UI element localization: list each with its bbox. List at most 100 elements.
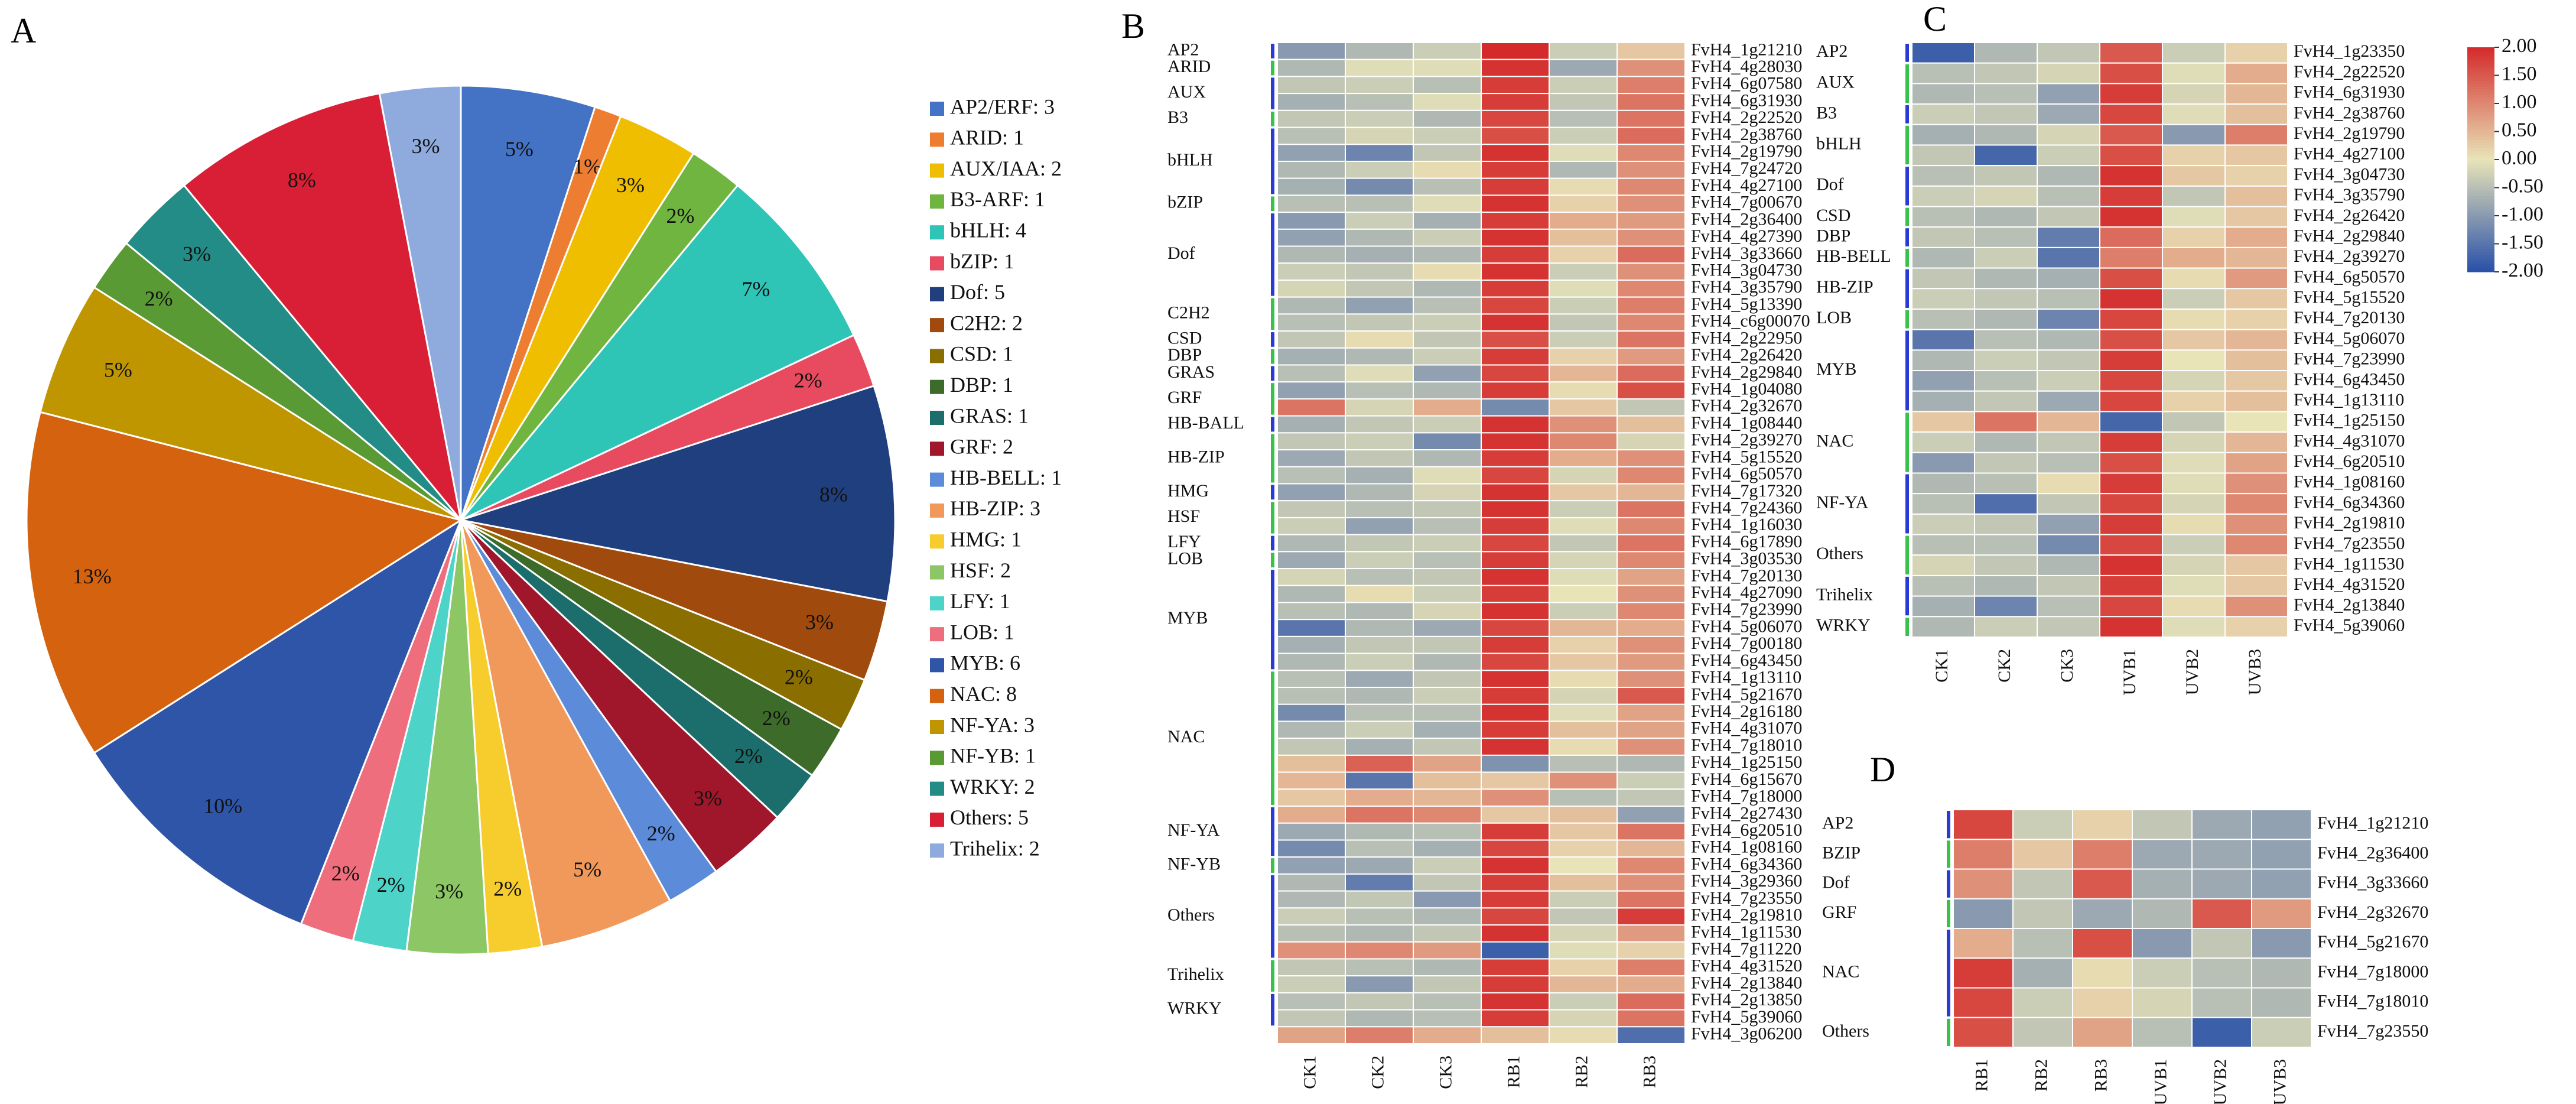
heatmap-cell [2037,595,2100,618]
heatmap-cell [1277,500,1346,518]
heatmap-cell [1481,432,1550,451]
heatmap-cell [1277,432,1346,451]
heatmap-cell [2037,390,2100,413]
family-label: Dof [1816,175,1844,194]
row-label: FvH4_7g23990 [1691,600,1802,619]
heatmap-cell [1911,493,1975,515]
pie-slice-label: 2% [785,665,813,689]
heatmap-cell [1481,534,1550,553]
pie-slice-label: 13% [73,564,112,588]
heatmap-cell [1345,670,1414,689]
heatmap-cell [1345,160,1414,179]
heatmap-cell [2012,1017,2073,1048]
row-label: FvH4_2g29840 [2294,226,2405,245]
heatmap-cell [2132,928,2193,959]
colorbar-segment [2467,109,2494,112]
pie-slice-label: 2% [377,873,405,897]
family-label: Trihelix [1816,585,1873,604]
heatmap-cell [1616,500,1686,518]
heatmap-cell [1911,390,1975,413]
heatmap-cell [1413,59,1482,77]
heatmap-d: FvH4_1g21210 FvH4_2g36400 FvH4_3g33660 FvH4… [1822,809,2428,1104]
row-label: FvH4_2g19810 [2294,513,2405,532]
legend-swatch [930,627,944,642]
colorbar-segment [2467,266,2494,269]
heatmap-cell [2162,103,2226,125]
heatmap-cell [1911,206,1975,228]
heatmap-cell [1277,415,1346,434]
family-label: AUX [1167,82,1206,102]
heatmap-cell [1616,517,1686,535]
column-label: CK3 [2057,649,2077,683]
heatmap-cell [2037,185,2100,207]
family-label: NF-YB [1167,854,1221,874]
heatmap-cell [1481,76,1550,95]
row-label: FvH4_3g35790 [2294,185,2405,204]
column-label: UVB1 [2120,649,2139,695]
heatmap-cell [1413,687,1482,705]
heatmap-cell [1277,907,1346,926]
heatmap-cell [1345,109,1414,128]
row-label: FvH4_2g16180 [1691,702,1802,721]
legend-swatch [930,132,944,147]
heatmap-cell [1277,466,1346,485]
colorbar-segment [2467,187,2494,191]
heatmap-cell [1413,907,1482,926]
heatmap-cell [1277,754,1346,773]
heatmap-cell [1345,941,1414,960]
heatmap-cell [1277,177,1346,196]
colorbar-segment [2467,98,2494,101]
heatmap-cell [1911,83,1975,105]
heatmap-cell [2162,431,2226,453]
row-label: FvH4_4g28030 [1691,57,1802,76]
heatmap-cell [2162,165,2226,187]
colorbar-segment [2467,246,2494,250]
heatmap-cell [1413,890,1482,909]
heatmap-cell [1345,59,1414,77]
legend-swatch [930,781,944,796]
heatmap-cell [1277,602,1346,621]
legend-entry: Trihelix: 2 [950,836,1040,860]
heatmap-cell [1974,329,2038,351]
colorbar-segment [2467,162,2494,166]
heatmap-cell [2037,62,2100,85]
column-label: RB1 [1504,1056,1523,1088]
legend-entry: NF-YA: 3 [950,713,1035,736]
heatmap-cell [1616,449,1686,467]
heatmap-cell [2251,987,2312,1018]
heatmap-cell [2132,987,2193,1018]
heatmap-cell [1549,890,1618,909]
colorbar-segment [2467,95,2494,99]
heatmap-cell [1549,194,1618,213]
heatmap-cell [1345,687,1414,705]
heatmap-cell [2012,868,2073,900]
heatmap-cell [1481,93,1550,111]
row-label: FvH4_7g00670 [1691,193,1802,212]
heatmap-cell [1277,788,1346,807]
colorbar-segment [2467,249,2494,253]
colorbar-segment [2467,53,2494,56]
row-label: FvH4_1g08160 [1691,837,1802,857]
family-label: GRF [1822,902,1856,922]
heatmap-cell [2099,288,2163,310]
heatmap-cell [1616,585,1686,603]
heatmap-cell [2037,349,2100,372]
family-label: HB-ZIP [1167,447,1225,466]
heatmap-cell [1277,398,1346,417]
heatmap-cell [1345,126,1414,145]
heatmap-cell [2191,809,2252,840]
pie-slice-label: 8% [819,483,848,506]
colorbar-segment [2467,145,2494,149]
heatmap-cell [2099,308,2163,330]
heatmap-cell [1549,1026,1618,1045]
row-label: FvH4_6g50570 [1691,464,1802,483]
legend-swatch [930,812,944,827]
heatmap-cell [1277,771,1346,790]
family-label: AP2 [1167,40,1199,59]
heatmap-cell [1345,517,1414,535]
colorbar-segment [2467,202,2494,205]
heatmap-cell [1481,466,1550,485]
heatmap-cell [1974,42,2038,64]
pie-slice-label: 10% [203,794,242,817]
heatmap-cell [1345,635,1414,654]
